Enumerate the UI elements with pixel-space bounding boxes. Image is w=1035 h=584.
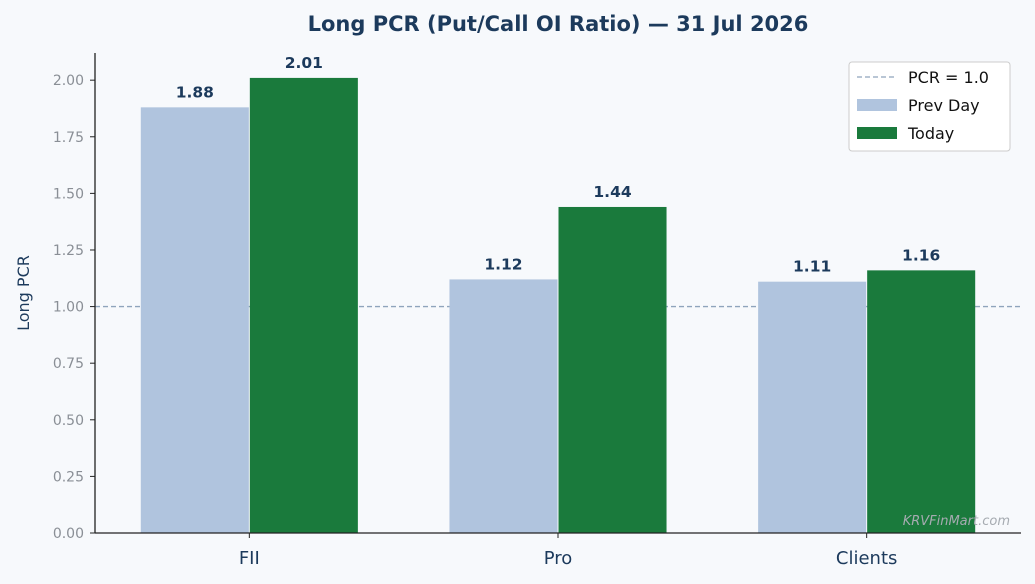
bar-prev-day-fii: [140, 107, 249, 533]
y-tick-label: 1.50: [53, 186, 84, 202]
bar-today-clients: [867, 270, 976, 533]
data-label-prev-day-clients: 1.11: [793, 258, 831, 276]
data-label-today-clients: 1.16: [902, 246, 940, 264]
x-tick-label-fii: FII: [239, 548, 260, 569]
legend-label-prev-day: Prev Day: [908, 96, 980, 115]
y-tick-label: 1.00: [53, 300, 84, 316]
data-label-prev-day-pro: 1.12: [484, 255, 522, 273]
legend-label-today: Today: [907, 124, 954, 143]
data-label-today-pro: 1.44: [593, 183, 631, 201]
y-tick-label: 2.00: [53, 73, 84, 89]
y-tick-label: 0.00: [53, 526, 84, 542]
data-labels-group: 1.88 2.01 1.12 1.44 1.11 1.16: [176, 54, 941, 276]
legend: PCR = 1.0 Prev Day Today: [848, 61, 1011, 152]
bars-group: [140, 77, 976, 533]
bar-today-pro: [558, 206, 667, 533]
data-label-prev-day-fii: 1.88: [176, 83, 214, 101]
legend-label-reference-line: PCR = 1.0: [908, 68, 989, 87]
bar-prev-day-pro: [449, 279, 558, 533]
bar-today-fii: [249, 77, 358, 533]
y-tick-label: 1.75: [53, 130, 84, 146]
y-axis-label: Long PCR: [14, 255, 33, 331]
y-tick-label: 0.50: [53, 413, 84, 429]
y-tick-label: 0.75: [53, 356, 84, 372]
legend-swatch-prev-day: [857, 99, 897, 111]
bar-prev-day-clients: [758, 281, 867, 533]
data-label-today-fii: 2.01: [285, 54, 323, 72]
x-tick-label-clients: Clients: [836, 548, 898, 569]
x-tick-label-pro: Pro: [544, 548, 573, 569]
y-tick-label: 0.25: [53, 469, 84, 485]
legend-swatch-today: [857, 127, 897, 139]
watermark: KRVFinMart.com: [903, 514, 1010, 529]
chart-title: Long PCR (Put/Call OI Ratio) — 31 Jul 20…: [308, 12, 809, 36]
axes-group: FII Pro Clients 0.00 0.25 0.50 0.75 1.00 1.25 1.5…: [53, 53, 1021, 569]
y-tick-label: 1.25: [53, 243, 84, 259]
